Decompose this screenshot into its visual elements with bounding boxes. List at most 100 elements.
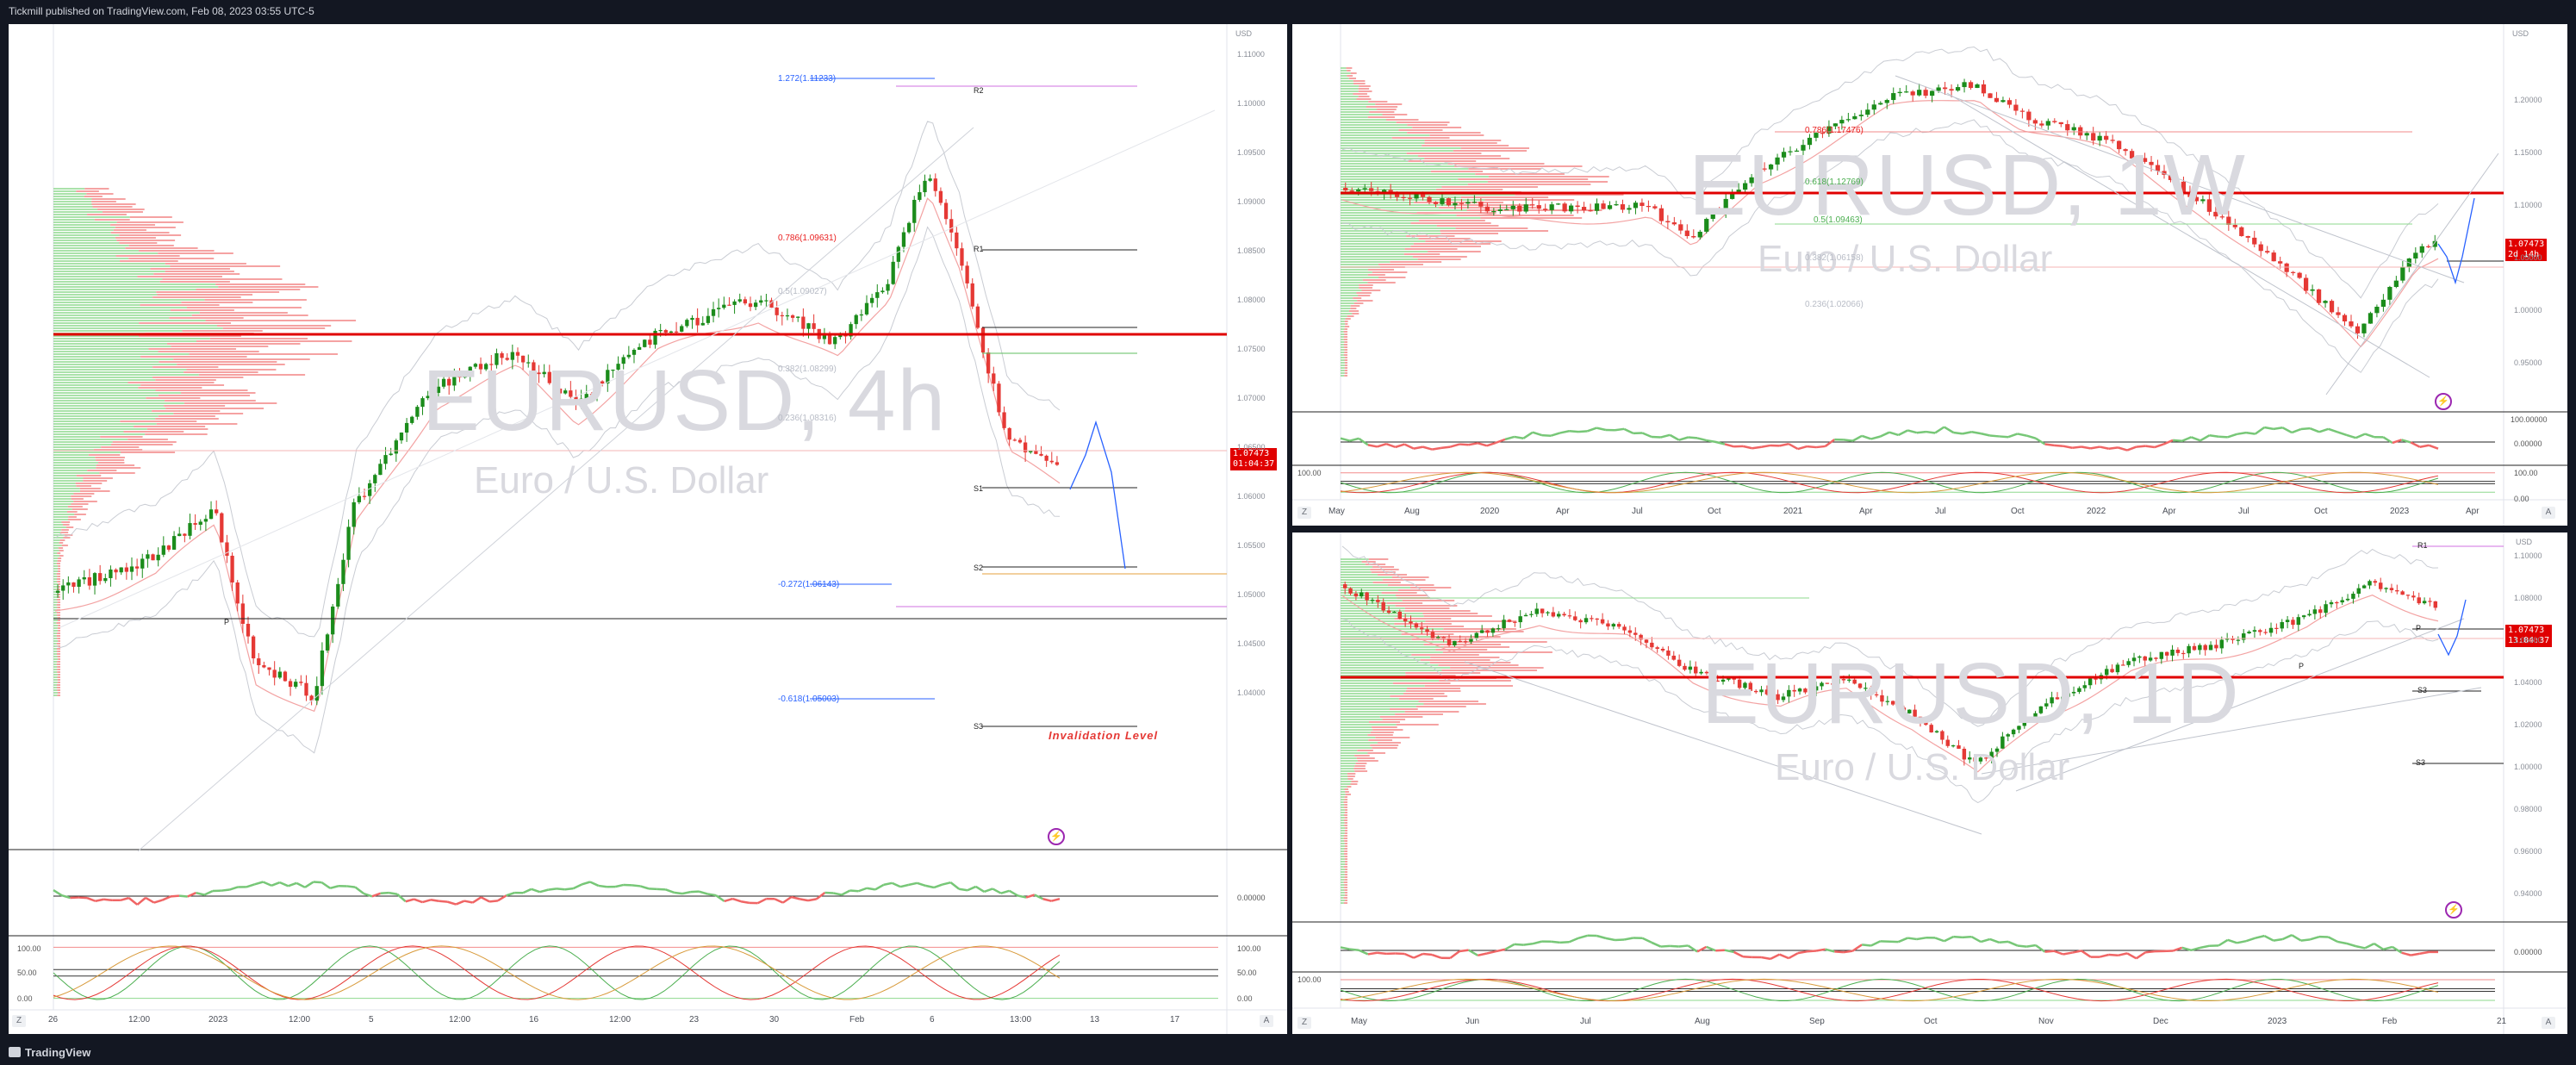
time-axis-label: 12:00 [609,1015,632,1025]
candle-body [2400,591,2405,595]
auto-scale-button[interactable]: A [1260,1015,1273,1027]
candle-body [267,667,271,670]
oscillator-segment [2136,445,2146,448]
volume-profile-bar [1456,215,1574,216]
candle-body [986,352,991,374]
volume-profile-bar [84,188,109,190]
volume-profile-bar [148,348,237,350]
time-axis-label: Apr [1556,507,1570,516]
volume-profile-bar [53,591,57,593]
candle-body [864,302,869,315]
volume-profile-bar [1354,765,1366,767]
candle-body [658,330,663,332]
pivot-label-s2: S2 [974,564,984,572]
volume-profile-bar [138,335,241,337]
candle-body [225,542,229,556]
candle-body [1743,183,1748,190]
oscillator-segment [171,894,180,898]
oscillator-segment [2245,431,2256,435]
volume-profile-bar [111,444,173,445]
volume-profile-bar [1350,308,1357,309]
candle-body [1989,751,1994,759]
oscillator-segment [296,881,306,888]
volume-profile-bar [1358,90,1372,92]
lightning-icon[interactable]: ⚡ [1048,828,1065,845]
zoom-corner-button[interactable]: Z [1297,507,1311,519]
chart-canvas-1d[interactable] [1292,532,2567,1034]
chart-canvas-1w[interactable] [1292,24,2567,526]
oscillator-segment [95,898,104,902]
volume-profile-bar [53,452,121,453]
candle-body [2400,266,2405,281]
volume-profile-bar [1367,116,1395,118]
volume-profile-bar [1341,703,1424,705]
volume-profile-bar [53,560,58,562]
chart-canvas-4h[interactable] [9,24,1287,1034]
volume-profile-bar [53,364,177,365]
price-axis-label: 1.08000 [2514,594,2542,602]
volume-profile-bar [1341,564,1366,565]
volume-profile-bar [1341,881,1344,883]
chart-panel-1d[interactable]: EURUSD, 1D Euro / U.S. Dollar R1 P P S3 … [1292,532,2567,1034]
volume-profile-bar [1341,690,1406,692]
zoom-corner-button[interactable]: Z [12,1015,26,1027]
candle-body [1633,202,1639,209]
volume-profile-bar [1353,302,1364,304]
volume-profile-bar [53,294,158,296]
candle-body [151,554,155,561]
auto-scale-button[interactable]: A [2542,1017,2555,1029]
volume-profile-bar [1347,75,1353,77]
invalidation-level-label: Invalidation Level [1048,729,1159,742]
oscillator-segment [1413,952,1424,959]
volume-profile-bar [1341,791,1346,793]
chart-panel-4h[interactable]: EURUSD, 4h Euro / U.S. Dollar 1.272(1.11… [9,24,1287,1034]
volume-profile-bar [1382,114,1408,115]
volume-profile-bar [1417,155,1502,157]
volume-profile-bar [1362,279,1386,281]
oscillator-segment [2245,937,2256,943]
oscillator-segment [1403,952,1415,959]
candle-body [1453,640,1457,645]
volume-profile-bar [1341,313,1353,315]
volume-profile-bar [53,327,223,329]
candle-body [1826,126,1832,134]
candle-body [632,349,637,355]
candle-body [183,533,187,536]
volume-profile-bar [53,694,58,696]
candle-body [2045,121,2050,126]
volume-profile-bar [1341,812,1345,813]
volume-profile-bar [1371,571,1396,573]
volume-profile-bar [1341,628,1444,630]
candle-body [193,523,197,525]
volume-profile-bar [1423,703,1486,705]
lightning-icon[interactable]: ⚡ [2435,393,2452,410]
oscillator-segment [1926,430,1936,434]
volume-profile-bar [58,583,60,585]
zoom-corner-button[interactable]: Z [1297,1017,1311,1029]
chart-panel-1w[interactable]: EURUSD, 1W Euro / U.S. Dollar 0.786(1.17… [1292,24,2567,526]
tradingview-logo[interactable]: TradingView [9,1046,90,1059]
volume-profile-bar [1344,326,1350,327]
volume-profile-bar [1420,659,1490,661]
pivot-label-s3: S3 [2416,758,2426,767]
volume-profile-bar [1341,85,1360,87]
lightning-icon[interactable]: ⚡ [2445,901,2462,919]
volume-profile-bar [1341,168,1469,170]
osc2-axis-label: 0.00 [2514,495,2529,503]
volume-profile-bar [53,684,58,686]
candle-body [1962,82,1967,88]
volume-profile-bar [1344,894,1347,896]
volume-profile-bar [1341,646,1444,648]
candle-body [1055,462,1060,465]
candle-body [1584,618,1589,623]
volume-profile-bar [53,521,62,523]
oscillator-segment [1934,426,1945,434]
auto-scale-button[interactable]: A [2542,507,2555,519]
candle-body [1607,205,1613,209]
volume-profile-bar [53,692,58,694]
trend-line [59,109,1216,628]
candle-body [2361,585,2367,589]
volume-profile-bar [1359,284,1373,286]
oscillator-segment [1541,433,1552,437]
candle-body [711,308,716,316]
